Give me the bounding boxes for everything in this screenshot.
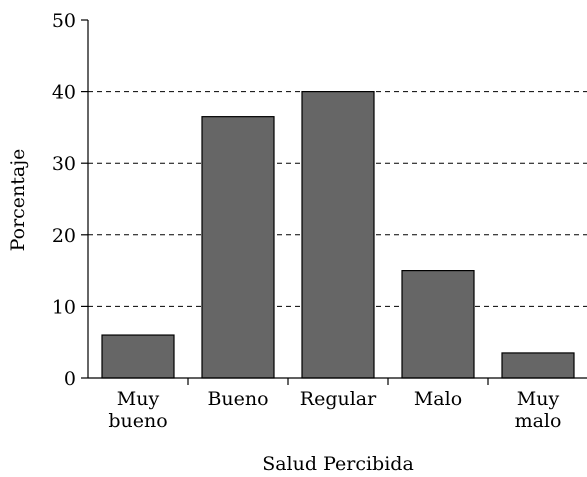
bar <box>101 334 175 379</box>
x-tick-label: Muy bueno <box>108 388 167 432</box>
y-tick-label: 20 <box>52 225 76 247</box>
y-tick-label: 10 <box>52 296 76 318</box>
x-tick-label: Malo <box>414 388 462 410</box>
x-axis-label: Salud Percibida <box>262 453 414 475</box>
y-tick-label: 30 <box>52 153 76 175</box>
y-tick-label: 0 <box>64 368 76 390</box>
x-tick-label: Bueno <box>207 388 268 410</box>
bar <box>201 116 275 379</box>
x-tick-label: Regular <box>300 388 377 410</box>
y-axis-label: Porcentaje <box>7 149 29 252</box>
y-tick-label: 40 <box>52 82 76 104</box>
y-tick-label: 50 <box>52 10 76 32</box>
x-tick-label: Muy malo <box>515 388 562 432</box>
bar <box>301 90 375 379</box>
bar <box>401 270 475 379</box>
bar <box>501 352 575 379</box>
